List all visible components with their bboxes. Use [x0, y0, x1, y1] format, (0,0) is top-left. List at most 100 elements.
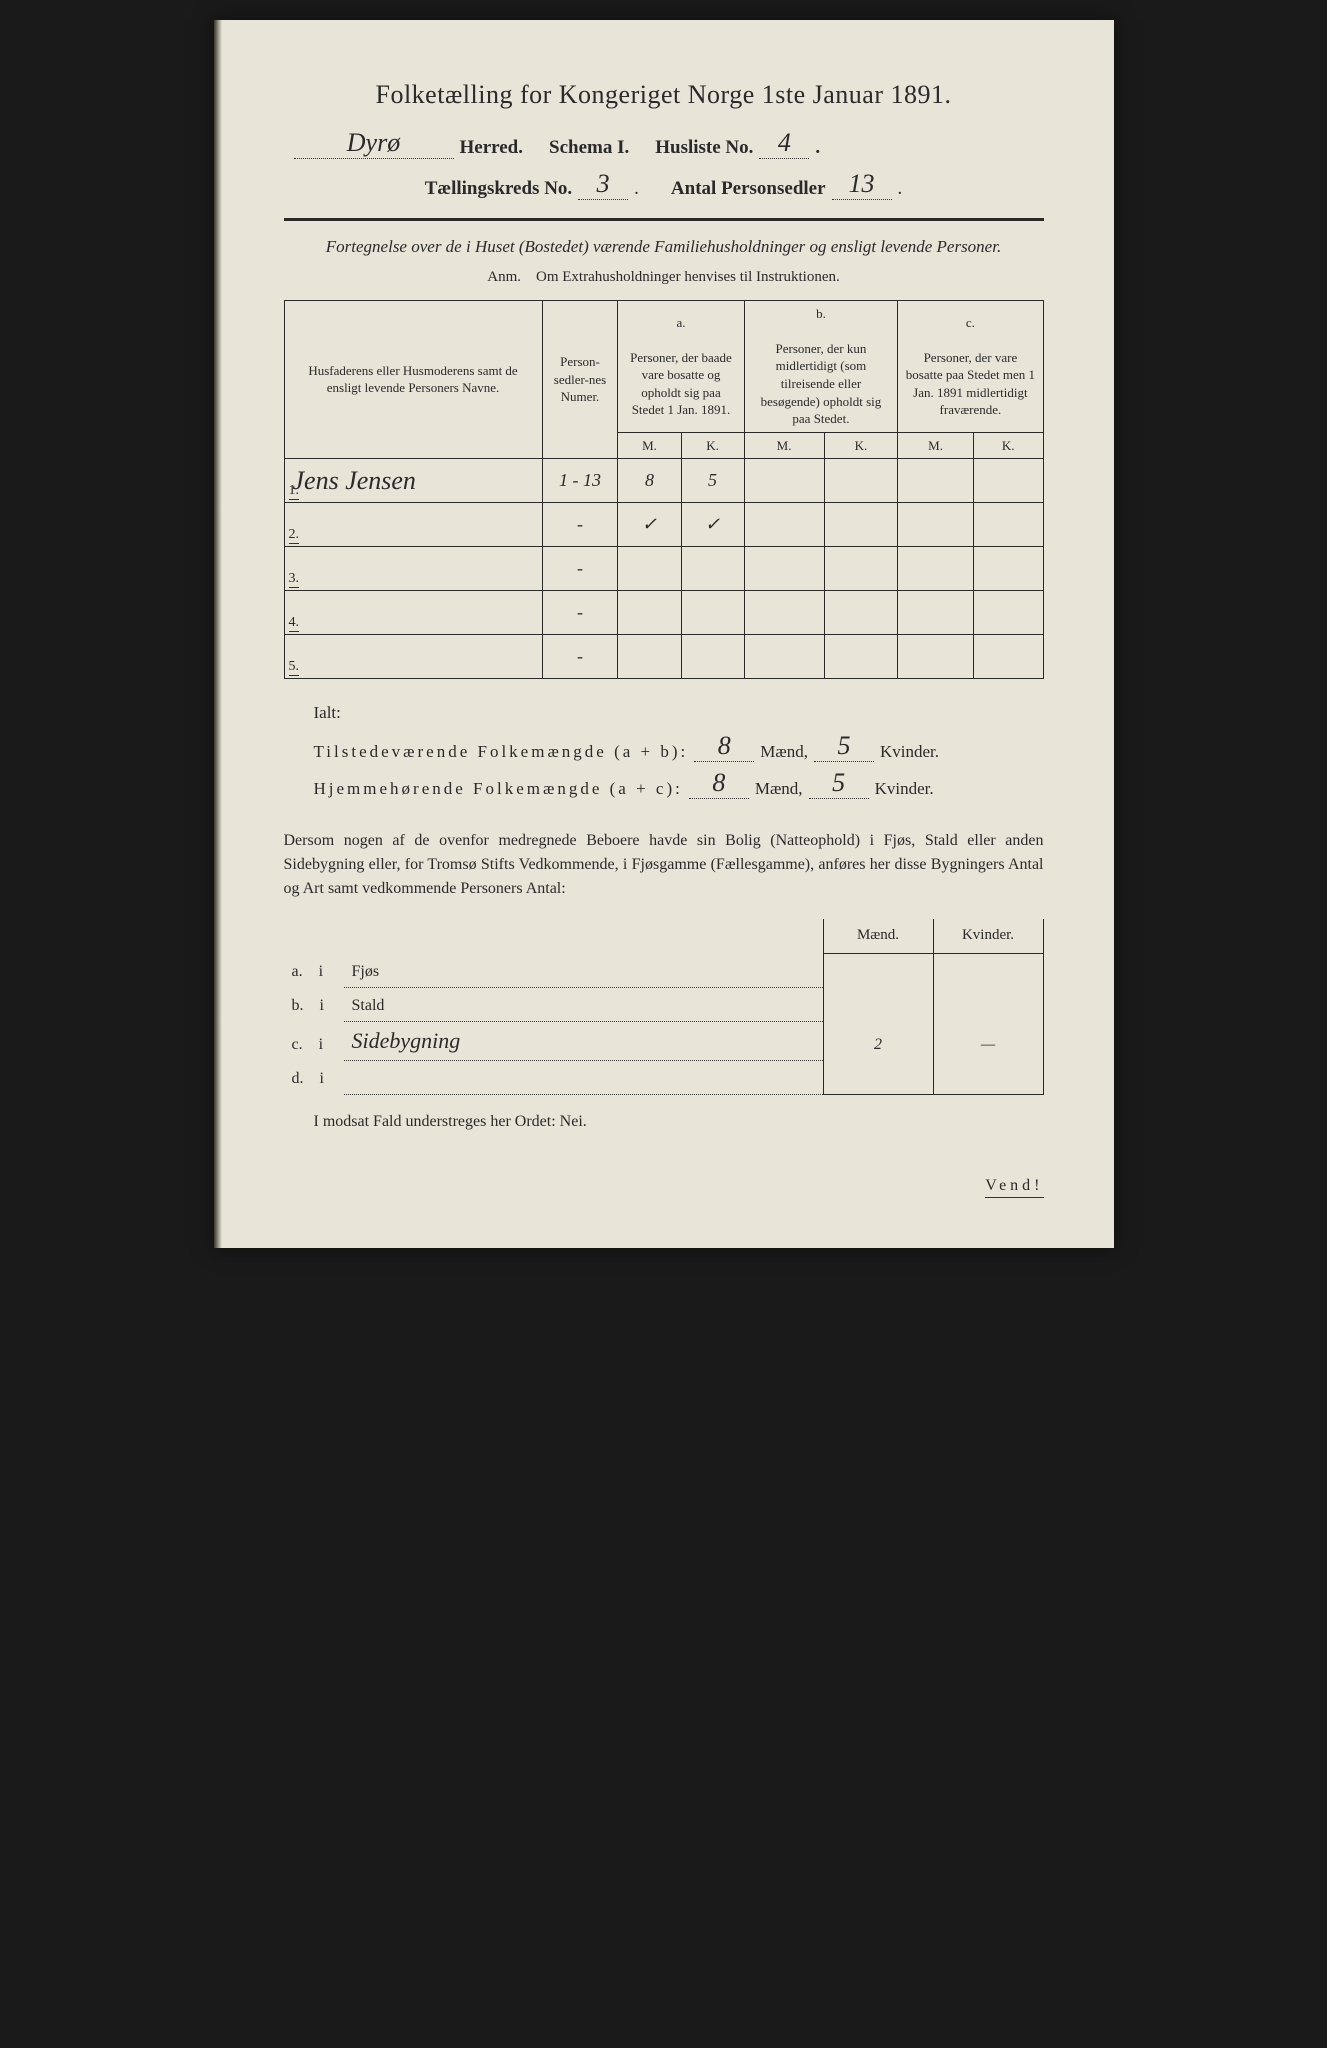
bldg-col-k: Kvinder.: [933, 919, 1043, 953]
col-c: c. Personer, der vare bosatte paa Stedet…: [898, 300, 1043, 432]
totals-line-2: Hjemmehørende Folkemængde (a + c): 8 Mæn…: [314, 768, 1044, 799]
cell-name: 4.: [284, 591, 542, 635]
tot1-m: 8: [694, 731, 754, 762]
kreds-value: 3: [578, 169, 628, 200]
col-a: a. Personer, der baade vare bosatte og o…: [618, 300, 744, 432]
table-row: 4.-: [284, 591, 1043, 635]
header-line-1: Dyrø Herred. Schema I. Husliste No. 4 .: [284, 128, 1044, 159]
cell-bm: [744, 459, 824, 503]
bldg-m: 2: [823, 1021, 933, 1060]
tot1-label: Tilstedeværende Folkemængde (a + b):: [314, 742, 689, 762]
bldg-name: Fjøs: [344, 953, 824, 987]
cell-bm: [744, 503, 824, 547]
cell-bm: [744, 591, 824, 635]
cell-am: [618, 591, 681, 635]
cell-ck: [973, 503, 1043, 547]
cell-numer: -: [542, 547, 618, 591]
cell-name: 1.Jens Jensen: [284, 459, 542, 503]
cell-numer: -: [542, 591, 618, 635]
cell-am: [618, 547, 681, 591]
cell-cm: [898, 635, 974, 679]
antal-value: 13: [832, 169, 892, 200]
cell-am: [618, 635, 681, 679]
cell-bk: [824, 503, 898, 547]
col-a-k: K.: [681, 432, 744, 459]
bldg-m: [823, 1060, 933, 1094]
household-table: Husfaderens eller Husmoderens samt de en…: [284, 300, 1044, 679]
kreds-label: Tællingskreds No.: [425, 178, 572, 200]
page-title: Folketælling for Kongeriget Norge 1ste J…: [284, 80, 1044, 110]
cell-name: 5.: [284, 635, 542, 679]
maend-label: Mænd,: [760, 742, 808, 762]
bldg-row: b. iStald: [284, 987, 1044, 1021]
modsat-line: I modsat Fald understreges her Ordet: Ne…: [314, 1113, 1044, 1131]
building-paragraph: Dersom nogen af de ovenfor medregnede Be…: [284, 829, 1044, 901]
col-b-m: M.: [744, 432, 824, 459]
table-row: 5.-: [284, 635, 1043, 679]
bldg-k: [933, 987, 1043, 1021]
bldg-col-m: Mænd.: [823, 919, 933, 953]
col-b: b. Personer, der kun midlertidigt (som t…: [744, 300, 898, 432]
tot2-label: Hjemmehørende Folkemængde (a + c):: [314, 779, 683, 799]
cell-ak: 5: [681, 459, 744, 503]
bldg-m: [823, 987, 933, 1021]
herred-value: Dyrø: [294, 128, 454, 159]
cell-bk: [824, 635, 898, 679]
census-form-page: Folketælling for Kongeriget Norge 1ste J…: [214, 20, 1114, 1248]
col-c-m: M.: [898, 432, 974, 459]
col-numer: Person-sedler-nes Numer.: [542, 300, 618, 458]
divider: [284, 218, 1044, 221]
cell-numer: -: [542, 635, 618, 679]
antal-label: Antal Personsedler: [671, 178, 826, 200]
tot2-k: 5: [809, 768, 869, 799]
cell-ak: ✓: [681, 503, 744, 547]
cell-ck: [973, 547, 1043, 591]
tot1-k: 5: [814, 731, 874, 762]
cell-bk: [824, 459, 898, 503]
bldg-name: Sidebygning: [344, 1021, 824, 1060]
cell-bm: [744, 635, 824, 679]
cell-cm: [898, 459, 974, 503]
table-row: 3.-: [284, 547, 1043, 591]
cell-name: 2.: [284, 503, 542, 547]
husliste-value: 4: [759, 128, 809, 159]
cell-bk: [824, 547, 898, 591]
cell-numer: 1 - 13: [542, 459, 618, 503]
bldg-m: [823, 953, 933, 987]
cell-ak: [681, 547, 744, 591]
table-row: 2.-✓✓: [284, 503, 1043, 547]
cell-cm: [898, 547, 974, 591]
cell-bk: [824, 591, 898, 635]
tot2-m: 8: [689, 768, 749, 799]
bldg-k: [933, 953, 1043, 987]
cell-ak: [681, 635, 744, 679]
section-anm: Anm. Om Extrahusholdninger henvises til …: [284, 269, 1044, 286]
cell-ak: [681, 591, 744, 635]
header-line-2: Tællingskreds No. 3 . Antal Personsedler…: [284, 169, 1044, 200]
bldg-row: c. iSidebygning2—: [284, 1021, 1044, 1060]
cell-am: 8: [618, 459, 681, 503]
herred-label: Herred.: [460, 137, 524, 159]
cell-name: 3.: [284, 547, 542, 591]
bldg-k: [933, 1060, 1043, 1094]
col-b-k: K.: [824, 432, 898, 459]
cell-cm: [898, 591, 974, 635]
col-name: Husfaderens eller Husmoderens samt de en…: [284, 300, 542, 458]
col-c-k: K.: [973, 432, 1043, 459]
table-row: 1.Jens Jensen1 - 1385: [284, 459, 1043, 503]
section-subtitle: Fortegnelse over de i Huset (Bostedet) v…: [304, 235, 1024, 259]
cell-am: ✓: [618, 503, 681, 547]
cell-bm: [744, 547, 824, 591]
bldg-lab: d. i: [284, 1060, 344, 1094]
bldg-lab: a. i: [284, 953, 344, 987]
ialt-label: Ialt:: [314, 703, 1044, 723]
bldg-name: Stald: [344, 987, 824, 1021]
cell-ck: [973, 635, 1043, 679]
bldg-row: d. i: [284, 1060, 1044, 1094]
cell-ck: [973, 459, 1043, 503]
building-table: Mænd. Kvinder. a. iFjøsb. iStaldc. iSide…: [284, 919, 1044, 1095]
cell-ck: [973, 591, 1043, 635]
kvinder-label-2: Kvinder.: [875, 779, 934, 799]
totals-line-1: Tilstedeværende Folkemængde (a + b): 8 M…: [314, 731, 1044, 762]
bldg-name: [344, 1060, 824, 1094]
